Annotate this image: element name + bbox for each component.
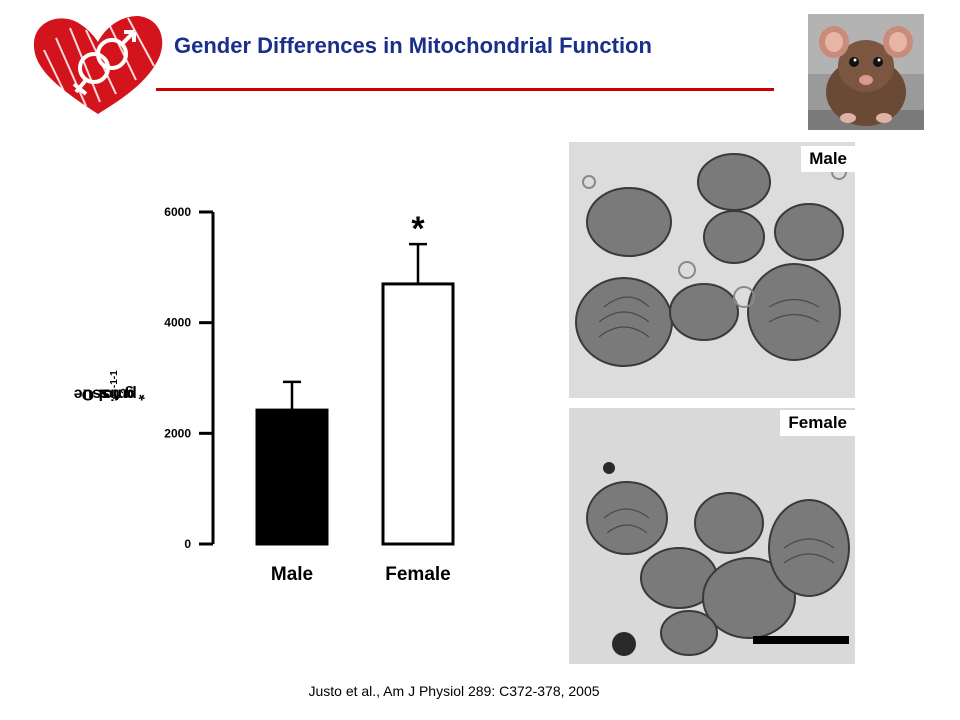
heart-gender-logo-icon — [33, 16, 163, 114]
female-micrograph: Female — [569, 408, 855, 664]
title-underline — [156, 88, 774, 91]
female-micrograph-label: Female — [780, 410, 855, 436]
male-micrograph-label: Male — [801, 146, 855, 172]
slide-title: Gender Differences in Mitochondrial Func… — [174, 33, 652, 58]
y-tick-label: 0 — [184, 537, 191, 551]
y-tick-label: 2000 — [164, 426, 191, 440]
significance-marker: * — [411, 210, 425, 248]
x-category-label: Female — [385, 564, 450, 585]
x-category-label: Male — [271, 564, 313, 585]
bar-female — [381, 282, 455, 546]
y-tick-label: 6000 — [164, 205, 191, 219]
mitochondrial-bar-chart: 0 2000 4000 6000 Male Female * — [164, 205, 455, 585]
male-micrograph: Male — [569, 142, 855, 398]
citation: Justo et al., Am J Physiol 289: C372-378… — [308, 683, 600, 699]
rat-photo-icon — [808, 14, 924, 130]
bar-male — [255, 408, 329, 546]
y-tick-label: 4000 — [164, 316, 191, 330]
male-mitochondria-image — [569, 142, 855, 398]
female-mitochondria-image — [569, 408, 855, 664]
scale-bar — [753, 636, 849, 644]
